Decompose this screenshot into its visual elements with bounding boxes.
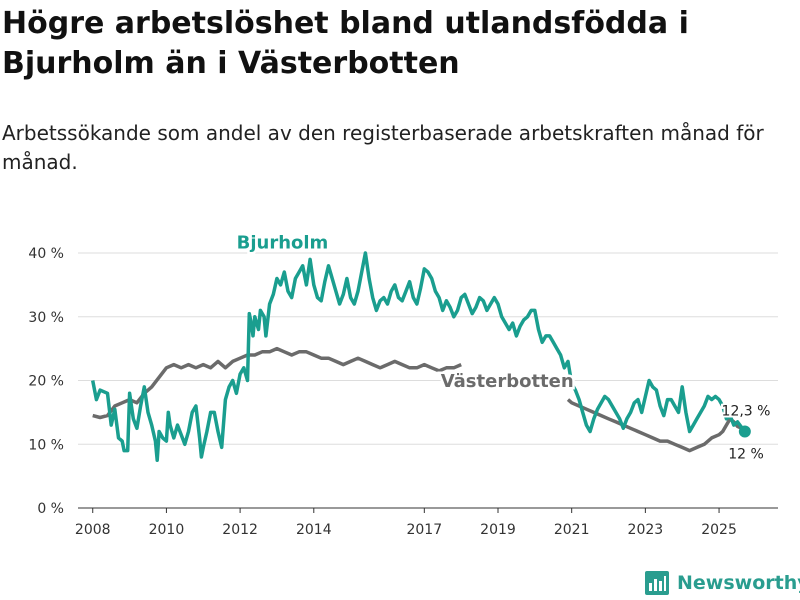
- bjurholm-end-label: 12 %: [728, 447, 764, 463]
- x-tick-label: 2012: [222, 522, 258, 538]
- x-tick-label: 2019: [480, 522, 516, 538]
- bjurholm-end-dot: [738, 425, 751, 438]
- brand-logo[interactable]: Newsworthy: [645, 569, 800, 597]
- bar-chart-logo-icon: [645, 571, 669, 595]
- x-tick-label: 2023: [628, 522, 664, 538]
- line-chart: 0 % 10 % 20 % 30 % 40 % 2008 2010 2012 2014 2017 2…: [28, 230, 778, 538]
- y-tick-label: 20 %: [28, 374, 64, 390]
- vasterbotten-end-label: 12,3 %: [722, 404, 771, 420]
- vasterbotten-series-label: Västerbotten: [441, 371, 574, 392]
- chart-title: Högre arbetslöshet bland utlandsfödda i …: [2, 6, 689, 81]
- brand-name: Newsworthy: [677, 572, 800, 594]
- y-tick-label: 30 %: [28, 310, 64, 326]
- y-tick-label: 40 %: [28, 246, 64, 262]
- vasterbotten-series-line: [92, 346, 462, 420]
- x-tick-label: 2010: [149, 522, 185, 538]
- y-tick-label: 10 %: [28, 437, 64, 453]
- x-tick-label: 2008: [75, 522, 111, 538]
- bjurholm-series-line: [90, 251, 747, 462]
- bjurholm-series-label: Bjurholm: [237, 233, 329, 254]
- x-tick-label: 2021: [554, 522, 590, 538]
- x-tick-label: 2025: [701, 522, 737, 538]
- vasterbotten-series-line: [566, 398, 746, 453]
- x-tick-label: 2017: [406, 522, 442, 538]
- x-tick-label: 2014: [296, 522, 332, 538]
- chart-subtitle: Arbetssökande som andel av den registerb…: [2, 121, 764, 174]
- y-tick-label: 0 %: [37, 501, 64, 517]
